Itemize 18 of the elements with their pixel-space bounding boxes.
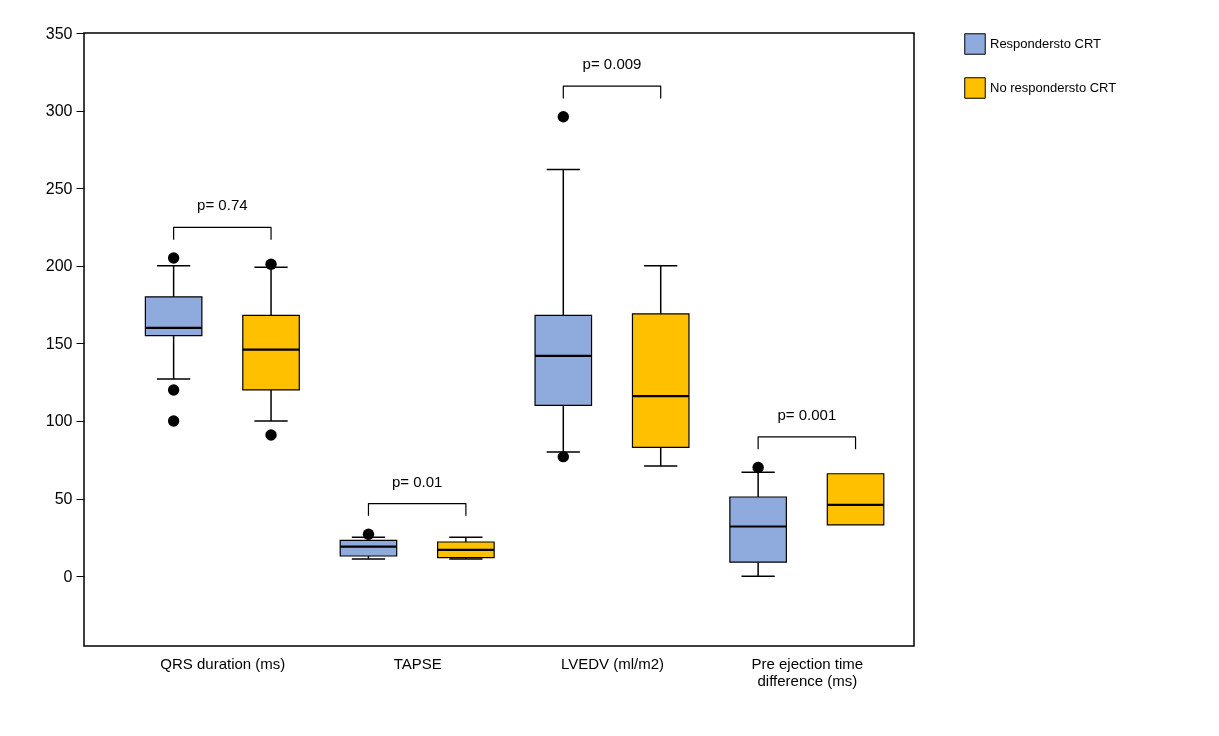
annotation: p= 0.01 [391,472,443,490]
annotation: p= 0.74 [197,196,248,214]
y-tick-label: 250 [45,179,73,197]
y-tick-label: 200 [45,257,73,275]
y-tick-label: 350 [45,24,73,42]
x-tick-label: Pre ejection time difference (ms) [751,654,864,689]
y-tick-label: 100 [45,412,73,430]
x-tick-label: LVEDV (ml/m2) [560,654,665,672]
x-tick-label: QRS duration (ms) [160,654,286,672]
y-tick-label: 300 [45,102,73,120]
legend-label: Respondersto CRT [990,36,1102,51]
annotation: p= 0.009 [582,55,642,73]
y-tick-label: 0 [63,567,73,585]
legend-label: No respondersto CRT [990,80,1117,95]
x-tick-label: TAPSE [393,654,442,672]
annotation: p= 0.001 [777,405,837,423]
y-tick-label: 150 [45,334,73,352]
y-tick-label: 50 [54,490,73,508]
